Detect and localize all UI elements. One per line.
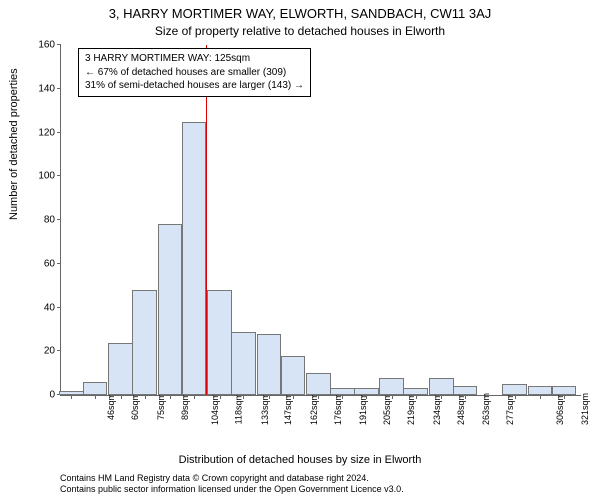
y-tick-label: 160 [38, 40, 61, 51]
x-tick-mark [243, 395, 244, 399]
x-tick-label: 248sqm [452, 393, 466, 425]
y-tick-label: 60 [44, 258, 61, 269]
x-tick-mark [145, 395, 146, 399]
plot-area: 02040608010012014016046sqm60sqm75sqm89sq… [60, 45, 581, 396]
reference-line [206, 45, 207, 395]
attribution-line1: Contains HM Land Registry data © Crown c… [60, 473, 404, 485]
y-tick-mark [57, 350, 61, 351]
y-axis-label: Number of detached properties [8, 68, 20, 220]
y-tick-label: 100 [38, 171, 61, 182]
x-axis-label: Distribution of detached houses by size … [0, 454, 600, 466]
x-tick-mark [318, 395, 319, 399]
y-tick-mark [57, 219, 61, 220]
x-tick-label: 263sqm [477, 393, 491, 425]
x-tick-mark [366, 395, 367, 399]
histogram-bar [528, 386, 553, 395]
x-tick-label: 147sqm [279, 393, 293, 425]
histogram-bar [453, 386, 478, 395]
y-tick-mark [57, 263, 61, 264]
y-tick-label: 120 [38, 127, 61, 138]
annotation-line: ← 67% of detached houses are smaller (30… [85, 66, 304, 80]
x-tick-mark [441, 395, 442, 399]
histogram-bar [108, 343, 133, 396]
histogram-bar [306, 373, 331, 395]
histogram-bar [330, 388, 355, 395]
histogram-bar [59, 391, 84, 395]
x-tick-mark [220, 395, 221, 399]
y-tick-label: 20 [44, 346, 61, 357]
y-tick-mark [57, 88, 61, 89]
y-tick-mark [57, 175, 61, 176]
histogram-bar [182, 122, 207, 395]
x-tick-label: 89sqm [176, 393, 190, 420]
histogram-bar [158, 224, 183, 395]
histogram-bar [231, 332, 256, 395]
y-tick-mark [57, 44, 61, 45]
histogram-bar [132, 290, 157, 395]
histogram-bar [257, 334, 282, 395]
x-tick-label: 219sqm [402, 393, 416, 425]
chart-title-main: 3, HARRY MORTIMER WAY, ELWORTH, SANDBACH… [0, 6, 600, 21]
histogram-bar [403, 388, 428, 395]
x-tick-label: 118sqm [229, 393, 243, 424]
histogram-bar [429, 378, 454, 396]
x-tick-mark [121, 395, 122, 399]
chart-container: 3, HARRY MORTIMER WAY, ELWORTH, SANDBACH… [0, 0, 600, 500]
y-tick-label: 40 [44, 302, 61, 313]
x-tick-label: 234sqm [428, 393, 442, 425]
x-tick-mark [293, 395, 294, 399]
x-tick-label: 162sqm [305, 393, 319, 425]
chart-title-sub: Size of property relative to detached ho… [0, 24, 600, 38]
attribution-line2: Contains public sector information licen… [60, 484, 404, 496]
histogram-bar [552, 386, 577, 395]
x-tick-mark [71, 395, 72, 399]
y-tick-mark [57, 132, 61, 133]
x-tick-label: 104sqm [206, 393, 220, 425]
x-tick-label: 306sqm [551, 393, 565, 425]
histogram-bar [502, 384, 527, 395]
histogram-bar [379, 378, 404, 396]
x-tick-label: 60sqm [126, 393, 140, 420]
histogram-bar [207, 290, 232, 395]
y-tick-mark [57, 307, 61, 308]
x-tick-mark [515, 395, 516, 399]
x-tick-label: 176sqm [329, 393, 343, 425]
x-tick-label: 46sqm [102, 393, 116, 420]
x-tick-label: 75sqm [152, 393, 166, 420]
x-tick-mark [465, 395, 466, 399]
x-tick-mark [416, 395, 417, 399]
x-tick-mark [342, 395, 343, 399]
annotation-line: 3 HARRY MORTIMER WAY: 125sqm [85, 52, 304, 66]
x-tick-label: 205sqm [378, 393, 392, 425]
histogram-bar [354, 388, 379, 395]
x-tick-label: 133sqm [256, 393, 270, 425]
y-tick-label: 140 [38, 83, 61, 94]
x-tick-mark [170, 395, 171, 399]
x-tick-label: 321sqm [576, 393, 590, 425]
y-tick-label: 80 [44, 215, 61, 226]
x-tick-mark [269, 395, 270, 399]
annotation-box: 3 HARRY MORTIMER WAY: 125sqm← 67% of det… [78, 48, 311, 97]
x-tick-mark [540, 395, 541, 399]
attribution-text: Contains HM Land Registry data © Crown c… [60, 473, 404, 496]
x-tick-mark [392, 395, 393, 399]
histogram-bar [281, 356, 306, 395]
x-tick-mark [194, 395, 195, 399]
histogram-bar [83, 382, 108, 395]
annotation-line: 31% of semi-detached houses are larger (… [85, 79, 304, 93]
x-tick-mark [564, 395, 565, 399]
x-tick-label: 277sqm [501, 393, 515, 425]
x-tick-mark [95, 395, 96, 399]
